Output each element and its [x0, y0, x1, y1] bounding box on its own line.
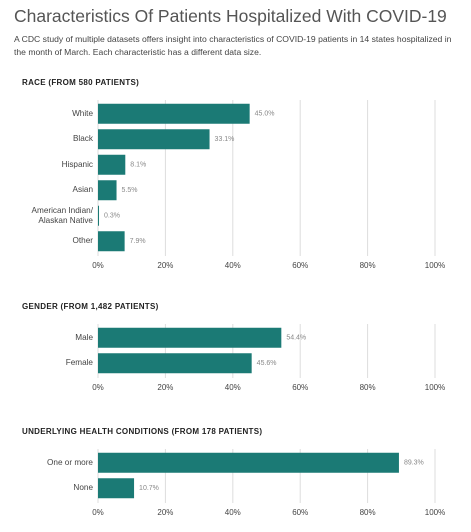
category-label: Black [72, 134, 93, 144]
value-label: 10.7% [139, 485, 159, 492]
bar [98, 103, 250, 124]
bar [98, 452, 399, 473]
category-label: American Indian/ Alaskan Native [31, 205, 93, 225]
x-tick-label: 80% [360, 508, 376, 517]
value-label: 8.1% [130, 162, 146, 169]
value-label: 89.3% [404, 460, 424, 467]
bar [98, 154, 126, 175]
x-tick-label: 60% [292, 508, 308, 517]
category-label: White [72, 108, 93, 118]
bar [98, 327, 282, 348]
bar [98, 231, 125, 252]
bar [98, 205, 100, 226]
value-label: 45.0% [255, 111, 275, 118]
x-tick-label: 100% [425, 261, 445, 270]
x-tick-label: 0% [92, 383, 104, 392]
x-tick-label: 60% [292, 383, 308, 392]
value-label: 5.5% [122, 187, 138, 194]
value-label: 54.4% [286, 335, 306, 342]
value-label: 33.1% [215, 136, 235, 143]
category-label: Asian [72, 185, 93, 195]
bar [98, 478, 135, 499]
x-tick-label: 20% [157, 508, 173, 517]
value-label: 45.6% [257, 360, 277, 367]
category-label: One or more [47, 457, 93, 467]
x-tick-label: 0% [92, 508, 104, 517]
chart-title: RACE (FROM 580 PATIENTS) [22, 78, 139, 87]
category-label: Hispanic [61, 159, 93, 169]
category-label: Other [72, 236, 93, 246]
x-tick-label: 100% [425, 508, 445, 517]
x-tick-label: 0% [92, 261, 104, 270]
x-tick-label: 20% [157, 261, 173, 270]
x-tick-label: 40% [225, 508, 241, 517]
value-label: 7.9% [130, 238, 146, 245]
chart-title: UNDERLYING HEALTH CONDITIONS (FROM 178 P… [22, 427, 262, 436]
category-label: None [73, 483, 93, 493]
value-label: 0.3% [104, 213, 120, 220]
x-tick-label: 40% [225, 261, 241, 270]
page-title: Characteristics Of Patients Hospitalized… [14, 6, 447, 26]
bar [98, 353, 252, 374]
x-tick-label: 100% [425, 383, 445, 392]
x-tick-label: 40% [225, 383, 241, 392]
bar [98, 180, 117, 201]
x-tick-label: 80% [360, 261, 376, 270]
category-label: Female [65, 358, 93, 368]
chart-title: GENDER (FROM 1,482 PATIENTS) [22, 302, 159, 311]
page-subtitle: A CDC study of multiple datasets offers … [14, 34, 452, 57]
bar [98, 129, 210, 150]
x-tick-label: 80% [360, 383, 376, 392]
x-tick-label: 60% [292, 261, 308, 270]
x-tick-label: 20% [157, 383, 173, 392]
category-label: Male [75, 332, 93, 342]
